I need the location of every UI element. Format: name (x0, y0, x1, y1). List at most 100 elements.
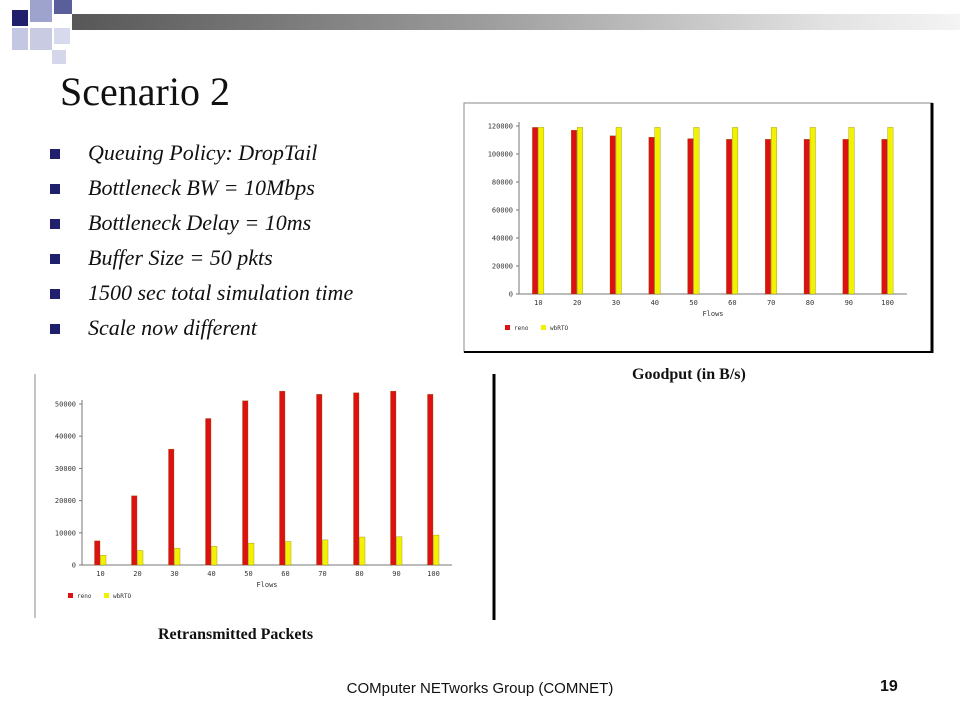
header-square-light (30, 28, 52, 50)
bar-wbRTO (654, 127, 661, 295)
x-tick-label: 100 (427, 570, 440, 578)
footer-text: COMputer NETworks Group (COMNET) (346, 680, 614, 697)
bullet-square-icon (50, 184, 60, 194)
header-square-light (30, 0, 52, 22)
y-tick-label: 60000 (492, 207, 513, 215)
legend-swatch (104, 593, 109, 598)
bullet-square-icon (50, 219, 60, 229)
bullet-item: 1500 sec total simulation time (50, 280, 353, 315)
bar-reno (532, 127, 539, 295)
x-tick-label: 100 (881, 299, 894, 307)
bullet-text: Scale now different (88, 315, 258, 340)
y-tick-label: 120000 (488, 123, 513, 131)
bar-reno (726, 139, 733, 295)
page-title: Scenario 2 (60, 69, 230, 114)
bar-wbRTO (322, 539, 329, 566)
bar-wbRTO (887, 127, 894, 295)
bar-reno (881, 139, 888, 295)
header-square-dark (54, 0, 72, 14)
bar-reno (648, 137, 655, 295)
bar-reno (765, 139, 771, 295)
y-tick-label: 40000 (492, 235, 513, 243)
goodput-chart: 0 20000 40000 60000 80000 100000 120000 10 20 30 4… (463, 102, 934, 353)
y-tick-label: 20000 (55, 497, 76, 505)
bar-reno (390, 390, 397, 566)
bullet-square-icon (50, 149, 60, 159)
legend-swatch (68, 593, 73, 598)
x-tick-label: 30 (612, 299, 620, 307)
x-tick-label: 90 (845, 299, 853, 307)
page-number: 19 (880, 678, 898, 695)
legend-label: wbRTO (113, 593, 131, 600)
bar-wbRTO (248, 542, 255, 566)
y-tick-label: 0 (509, 291, 513, 299)
bar-wbRTO (732, 127, 739, 295)
bar-wbRTO (100, 555, 107, 566)
bar-wbRTO (848, 127, 855, 295)
y-tick-label: 10000 (55, 529, 76, 537)
retransmitted-caption: Retransmitted Packets (158, 626, 314, 643)
x-tick-label: 40 (651, 299, 659, 307)
y-tick-label: 20000 (492, 263, 513, 271)
bar-wbRTO (538, 127, 545, 295)
bar-reno (427, 394, 434, 566)
bar-reno (131, 495, 138, 566)
x-axis-label: Flows (702, 310, 723, 318)
header-square-light (52, 50, 66, 64)
bar-wbRTO (809, 127, 816, 295)
bullet-item: Bottleneck BW = 10Mbps (50, 175, 353, 210)
bar-wbRTO (359, 536, 366, 566)
bar-wbRTO (137, 550, 144, 566)
bar-reno (94, 540, 101, 566)
bar-reno (316, 394, 323, 566)
legend-swatch (505, 325, 510, 330)
bullet-text: Bottleneck Delay = 10ms (88, 210, 312, 235)
header-square-light (54, 28, 70, 44)
x-tick-label: 20 (573, 299, 581, 307)
x-tick-label: 50 (244, 570, 252, 578)
legend-label: reno (77, 593, 92, 600)
bullet-text: 1500 sec total simulation time (88, 280, 354, 305)
bar-wbRTO (577, 127, 583, 295)
bullet-text: Bottleneck BW = 10Mbps (88, 175, 315, 200)
header-decoration (0, 0, 960, 70)
bullet-text: Buffer Size = 50 pkts (88, 245, 273, 270)
bar-wbRTO (174, 548, 181, 566)
bar-reno (205, 418, 212, 566)
x-tick-label: 50 (689, 299, 697, 307)
chart-frame (34, 372, 496, 620)
bar-wbRTO (396, 536, 403, 566)
bullet-item: Buffer Size = 50 pkts (50, 245, 353, 280)
bar-reno (168, 448, 175, 566)
x-tick-label: 70 (318, 570, 326, 578)
bullet-text: Queuing Policy: DropTail (88, 140, 318, 165)
bar-wbRTO (433, 534, 440, 566)
bar-reno (609, 135, 616, 295)
bar-reno (279, 390, 286, 566)
x-tick-label: 90 (392, 570, 400, 578)
legend-label: wbRTO (550, 325, 568, 332)
bar-wbRTO (693, 127, 700, 295)
legend-label: reno (514, 325, 529, 332)
bar-reno (842, 139, 849, 295)
bar-wbRTO (615, 127, 622, 295)
y-tick-label: 80000 (492, 179, 513, 187)
header-bar (72, 14, 960, 30)
bar-reno (803, 139, 810, 295)
x-axis-label: Flows (256, 581, 277, 589)
x-tick-label: 30 (170, 570, 178, 578)
bullet-item: Scale now different (50, 315, 353, 350)
bullet-item: Queuing Policy: DropTail (50, 140, 353, 175)
bullet-item: Bottleneck Delay = 10ms (50, 210, 353, 245)
retransmitted-chart: 0 10000 20000 30000 40000 50000 10 20 30 40 50 60 70… (34, 372, 496, 620)
bar-reno (242, 400, 249, 566)
x-tick-label: 70 (767, 299, 775, 307)
bar-reno (687, 138, 694, 295)
bullet-square-icon (50, 289, 60, 299)
x-tick-label: 20 (133, 570, 141, 578)
y-tick-label: 30000 (55, 465, 76, 473)
x-tick-label: 80 (355, 570, 363, 578)
x-tick-label: 60 (281, 570, 289, 578)
bullet-square-icon (50, 254, 60, 264)
bar-reno (353, 392, 360, 566)
